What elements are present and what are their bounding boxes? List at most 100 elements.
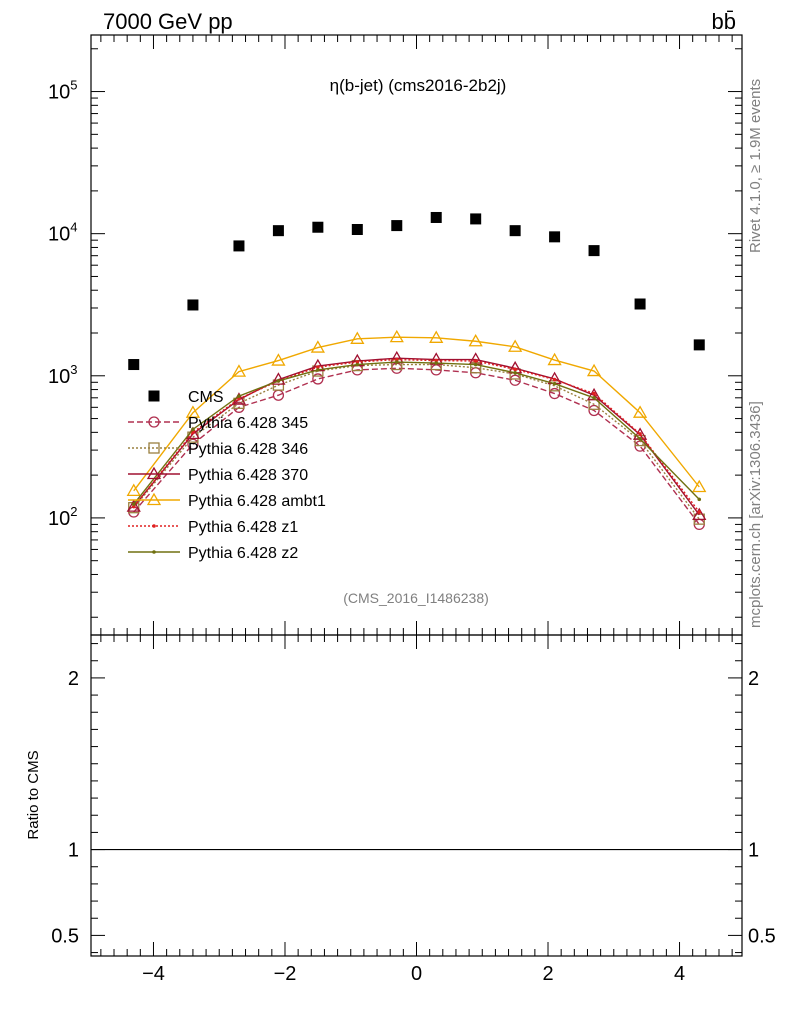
data-point-CMS <box>509 225 521 237</box>
data-point-z1 <box>355 360 360 364</box>
data-point-z2 <box>355 362 360 367</box>
data-point-z2 <box>237 394 241 398</box>
data-point-z2 <box>316 368 320 372</box>
legend-label: Pythia 6.428 ambt1 <box>188 493 326 510</box>
series-line-ambt1 <box>133 336 700 492</box>
data-point-CMS <box>549 231 561 243</box>
analysis-tag: (CMS_2016_I1486238) <box>343 590 489 606</box>
y-tick-label: 105 <box>48 78 77 104</box>
data-point-ambt1 <box>185 405 201 418</box>
ratio-y-tick-label: 0.5 <box>51 925 79 947</box>
legend-marker <box>148 416 160 428</box>
data-point-CMS <box>693 339 705 351</box>
legend-item-CMS: CMS <box>148 389 224 406</box>
data-point-z2 <box>697 497 702 502</box>
data-point-z1 <box>697 510 702 514</box>
series-z1 <box>131 357 702 514</box>
data-point-345 <box>548 387 561 400</box>
series-line-346 <box>133 363 700 520</box>
legend-label: Pythia 6.428 346 <box>188 441 308 458</box>
x-tick-label: 2 <box>542 963 553 985</box>
y-tick-label: 104 <box>48 220 77 246</box>
legend-label: Pythia 6.428 z1 <box>188 519 298 536</box>
ratio-y-tick-label-right: 0.5 <box>748 925 776 947</box>
legend-item-346: Pythia 6.428 346 <box>128 441 308 458</box>
beam-energy-label: 7000 GeV pp <box>103 9 233 34</box>
series-CMS <box>128 211 705 371</box>
legend-item-ambt1: Pythia 6.428 ambt1 <box>128 492 326 510</box>
data-point-ambt1 <box>429 330 444 343</box>
ratio-plot-frame <box>90 634 743 957</box>
ratio-y-tick-label-right: 2 <box>748 668 759 690</box>
ratio-axis-label: Ratio to CMS <box>25 750 42 839</box>
legend-marker <box>148 390 160 402</box>
data-point-z1 <box>638 432 642 436</box>
data-point-ambt1 <box>547 352 562 366</box>
data-point-z1 <box>316 365 320 369</box>
mcplots-label: mcplots.cern.ch [arXiv:1306.3436] <box>747 401 764 628</box>
data-point-345 <box>588 404 600 417</box>
ratio-y-tick-label: 1 <box>68 840 79 862</box>
ratio-y-tick-label-right: 1 <box>748 840 759 862</box>
data-point-ambt1 <box>350 331 365 344</box>
data-point-CMS <box>233 240 245 252</box>
data-point-z1 <box>237 396 241 401</box>
series-line-z2 <box>133 361 700 505</box>
process-label: bb̄ <box>712 9 736 34</box>
series-line-z1 <box>133 358 700 513</box>
data-point-CMS <box>391 220 403 232</box>
data-point-CMS <box>588 245 600 257</box>
data-point-z2 <box>276 379 281 383</box>
data-point-CMS <box>272 225 284 237</box>
data-point-CMS <box>634 298 646 310</box>
data-point-z2 <box>592 396 596 400</box>
data-point-CMS <box>128 359 140 371</box>
legend-label: Pythia 6.428 370 <box>188 467 308 484</box>
data-point-z1 <box>434 358 439 363</box>
x-tick-label: 0 <box>411 963 422 985</box>
legend-marker <box>146 492 162 506</box>
data-point-345 <box>187 438 199 450</box>
legend-marker <box>152 524 156 528</box>
legend-item-345: Pythia 6.428 345 <box>128 415 308 432</box>
data-point-370 <box>586 387 602 401</box>
legend-item-z1: Pythia 6.428 z1 <box>128 519 298 536</box>
data-point-ambt1 <box>508 339 523 352</box>
data-point-z1 <box>592 391 596 396</box>
data-point-z2 <box>638 437 642 441</box>
data-point-CMS <box>187 299 199 311</box>
data-point-z2 <box>473 362 478 367</box>
data-point-ambt1 <box>632 405 648 418</box>
data-point-z1 <box>131 504 136 509</box>
x-tick-label: −4 <box>142 963 165 985</box>
data-point-ambt1 <box>310 340 325 353</box>
rivet-version-label: Rivet 4.1.0, ≥ 1.9M events <box>747 79 764 253</box>
data-point-CMS <box>470 213 482 225</box>
data-point-ambt1 <box>468 333 483 347</box>
data-point-z2 <box>552 381 557 386</box>
data-point-z1 <box>473 359 478 363</box>
data-point-z2 <box>191 427 195 432</box>
data-point-345 <box>128 506 140 518</box>
legend-item-z2: Pythia 6.428 z2 <box>128 545 298 562</box>
plot-title: η(b-jet) (cms2016-2b2j) <box>330 76 507 95</box>
series-z2 <box>131 360 702 506</box>
legend-label: Pythia 6.428 345 <box>188 415 308 432</box>
data-point-370 <box>126 499 141 512</box>
data-point-370 <box>692 507 707 521</box>
legend-item-370: Pythia 6.428 370 <box>128 466 308 484</box>
data-point-z2 <box>394 360 399 364</box>
data-point-z2 <box>131 502 136 506</box>
data-point-z2 <box>513 370 517 375</box>
y-tick-label: 102 <box>48 504 77 530</box>
data-point-ambt1 <box>126 483 141 497</box>
series-line-370 <box>133 357 700 516</box>
data-point-ambt1 <box>231 364 247 377</box>
legend-marker <box>148 442 160 454</box>
data-point-ambt1 <box>692 479 707 493</box>
x-tick-label: 4 <box>674 963 685 985</box>
data-point-ambt1 <box>586 363 602 377</box>
ratio-y-tick-label: 2 <box>68 668 79 690</box>
legend-label: CMS <box>188 389 224 406</box>
